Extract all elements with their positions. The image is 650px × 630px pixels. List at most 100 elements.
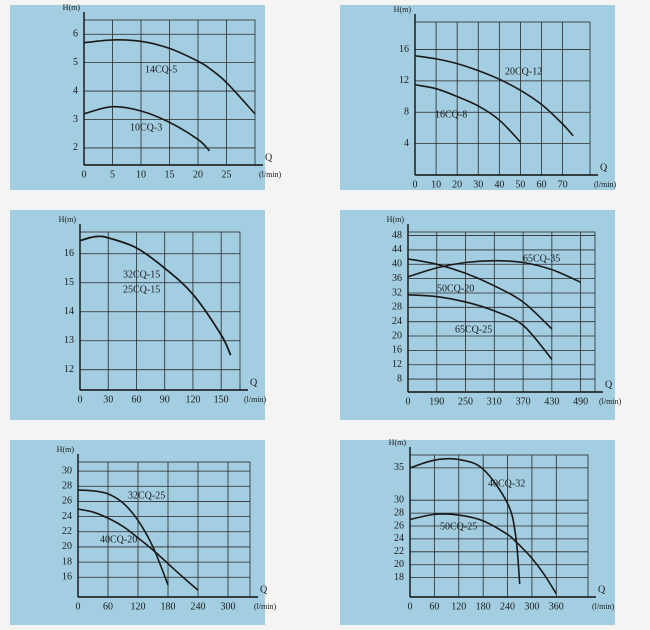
x-tick-label: 120 [185,394,200,405]
y-tick-label: 20 [392,330,402,341]
pump-curve [414,83,521,143]
y-tick-label: 5 [73,57,78,68]
y-tick-label: 26 [62,496,72,507]
x-tick-label: 50 [515,179,525,190]
y-tick-label: 15 [64,277,74,288]
x-tick-label: 250 [458,396,473,407]
x-tick-label: 70 [558,179,568,190]
y-tick-label: 30 [394,494,404,505]
y-axis-label: H(m) [387,215,405,224]
x-tick-label: 30 [103,394,113,405]
y-tick-label: 12 [64,364,74,375]
x-axis-unit: (l/min) [254,602,277,611]
x-axis-unit: (l/min) [259,170,282,179]
x-axis-label: Q [250,377,258,388]
y-tick-label: 12 [392,359,402,370]
curve-label: 32CQ-25 [128,490,165,501]
pump-curve [77,508,199,591]
y-tick-label: 16 [399,44,409,55]
x-axis-label: Q [600,162,608,173]
y-tick-label: 28 [392,302,402,313]
curve-label: 14CQ-5 [145,64,177,75]
x-tick-label: 190 [429,396,444,407]
y-tick-label: 24 [392,316,402,327]
curve-label: 50CQ-20 [437,283,474,294]
x-tick-label: 180 [161,601,176,612]
y-tick-label: 28 [62,481,72,492]
y-tick-label: 4 [404,138,409,149]
panel [10,5,265,190]
x-tick-label: 370 [516,396,531,407]
curve-label: 40CQ-32 [488,478,525,489]
pump-curve [407,293,553,360]
curve-label: 40CQ-20 [100,534,137,545]
pump-curve [407,259,581,283]
pump-curve [409,457,521,585]
y-tick-label: 18 [394,572,404,583]
y-tick-label: 48 [392,230,402,241]
x-tick-label: 0 [406,396,411,407]
y-tick-label: 24 [62,511,72,522]
pump-curve [83,39,256,115]
y-tick-label: 40 [392,259,402,270]
y-tick-label: 16 [64,248,74,259]
y-tick-label: 22 [62,526,72,537]
x-axis-label: Q [598,584,606,595]
y-tick-label: 20 [62,541,72,552]
x-axis-label: Q [260,584,268,595]
x-axis-unit: (l/min) [599,397,622,406]
y-tick-label: 3 [73,114,78,125]
x-tick-label: 0 [76,601,81,612]
y-axis-label: H(m) [394,5,412,14]
pump-curve [409,513,557,595]
x-tick-label: 10 [136,169,146,180]
curve-label: 50CQ-25 [440,521,477,532]
x-tick-label: 120 [131,601,146,612]
x-tick-label: 240 [191,601,206,612]
x-tick-label: 0 [82,169,87,180]
curve-label: 32CQ-15 [123,269,160,280]
curve-label: 25CQ-15 [123,284,160,295]
y-tick-label: 26 [394,520,404,531]
x-tick-label: 300 [221,601,236,612]
y-tick-label: 36 [392,273,402,284]
x-tick-label: 430 [544,396,559,407]
y-axis-label: H(m) [63,3,81,12]
pump-curve [77,489,169,586]
pump-curve [83,105,210,152]
x-tick-label: 60 [429,601,439,612]
x-tick-label: 150 [214,394,229,405]
x-axis-unit: (l/min) [592,602,615,611]
y-tick-label: 8 [397,373,402,384]
y-tick-label: 32 [392,287,402,298]
pump-curve [79,235,232,356]
y-tick-label: 14 [64,306,74,317]
y-axis-label: H(m) [57,445,75,454]
curve-label: 65CQ-35 [523,253,560,264]
x-tick-label: 40 [494,179,504,190]
x-axis-label: Q [265,152,273,163]
curve-label: 16CQ-8 [435,109,467,120]
y-tick-label: 2 [73,142,78,153]
x-tick-label: 25 [222,169,232,180]
curve-label: 65CQ-25 [455,324,492,335]
x-tick-label: 0 [408,601,413,612]
x-tick-label: 60 [131,394,141,405]
x-tick-label: 60 [103,601,113,612]
y-tick-label: 35 [394,462,404,473]
y-tick-label: 4 [73,85,78,96]
y-tick-label: 24 [394,533,404,544]
x-tick-label: 20 [193,169,203,180]
y-tick-label: 28 [394,507,404,518]
y-tick-label: 44 [392,244,402,255]
y-tick-label: 20 [394,559,404,570]
x-tick-label: 60 [537,179,547,190]
y-tick-label: 18 [62,556,72,567]
x-tick-label: 15 [165,169,175,180]
x-tick-label: 0 [78,394,83,405]
pump-curve [414,54,574,137]
panel [340,210,615,420]
pump-curve [407,258,553,330]
curve-label: 10CQ-3 [130,122,162,133]
